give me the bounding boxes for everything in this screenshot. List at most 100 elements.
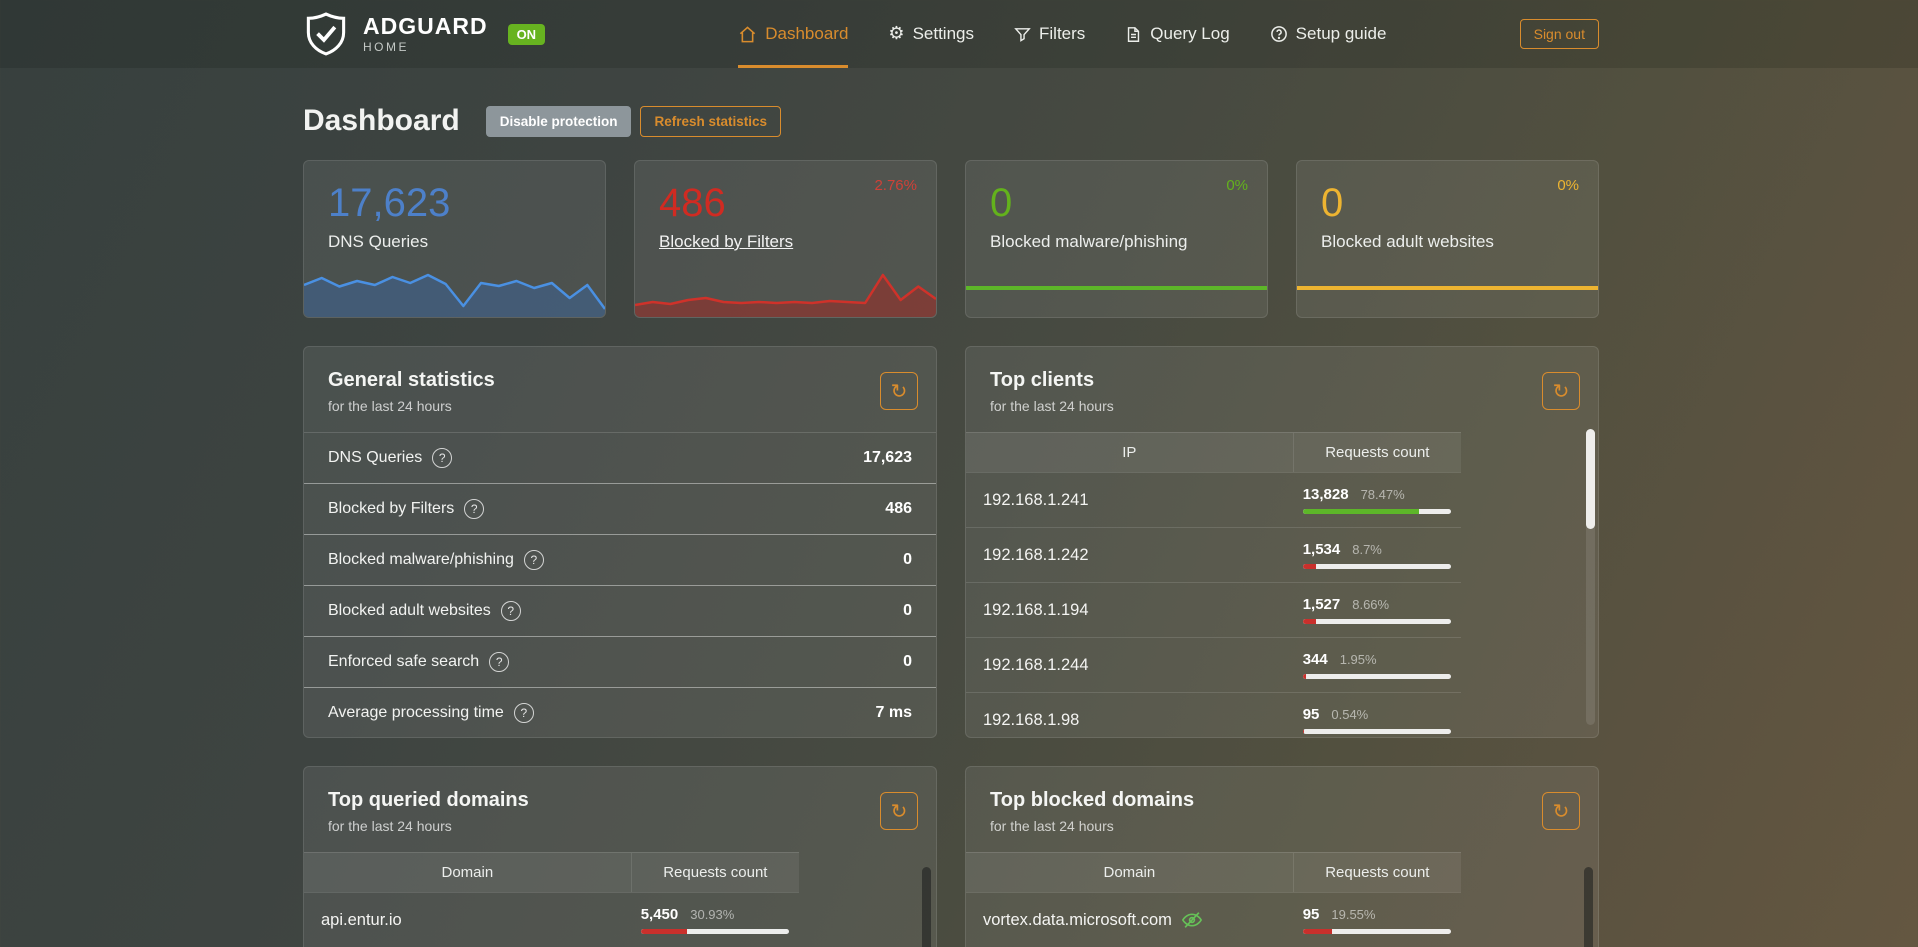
help-icon[interactable]: ? <box>513 703 534 723</box>
sign-out-button[interactable]: Sign out <box>1519 19 1599 49</box>
nav-setup-guide[interactable]: Setup guide <box>1270 0 1386 68</box>
help-icon[interactable]: ? <box>500 601 521 621</box>
disable-protection-button[interactable]: Disable protection <box>485 105 632 137</box>
refresh-statistics-button[interactable]: Refresh statistics <box>640 105 782 137</box>
table-row: 192.168.1.98 95 0.54% <box>966 692 1461 747</box>
table-row: 192.168.1.242 1,534 8.7% <box>966 527 1461 582</box>
nav-label: Filters <box>1039 24 1086 43</box>
stat-label: Average processing time <box>328 704 504 721</box>
scrollbar-thumb[interactable] <box>1584 867 1593 947</box>
nav-label: Settings <box>912 24 974 43</box>
brand-subtitle: HOME <box>363 40 409 54</box>
stat-cards-row: 17,623 DNS Queries 2.76% 486 Blocked by … <box>303 160 1599 318</box>
document-icon <box>1125 26 1142 43</box>
stat-label: DNS Queries <box>328 449 423 466</box>
stat-value: 7 ms <box>875 704 912 721</box>
protection-status-badge: ON <box>507 23 546 45</box>
malware-percent: 0% <box>1226 177 1248 194</box>
blocked-by-filters-card: 2.76% 486 Blocked by Filters <box>634 160 937 318</box>
refresh-button[interactable]: ↻ <box>880 372 918 410</box>
top-queried-domains-panel: Top queried domains for the last 24 hour… <box>303 766 937 947</box>
table-row: api.entur.io 5,450 30.93% <box>304 892 799 947</box>
panel-title: Top blocked domains <box>990 789 1195 811</box>
question-icon <box>1270 25 1288 43</box>
blocked-malware-card: 0% 0 Blocked malware/phishing <box>965 160 1268 318</box>
blocked-malware-flatline <box>966 286 1267 290</box>
requests-count: 1,527 <box>1302 596 1341 613</box>
requests-percent: 78.47% <box>1360 487 1405 502</box>
stat-value: 0 <box>903 602 912 619</box>
stat-label: Enforced safe search <box>328 653 480 670</box>
requests-percent: 8.7% <box>1352 542 1382 557</box>
table-row: 192.168.1.194 1,527 8.66% <box>966 582 1461 637</box>
requests-bar <box>1302 929 1451 934</box>
blocked-adult-label: Blocked adult websites <box>1321 232 1494 251</box>
help-icon[interactable]: ? <box>489 652 510 672</box>
refresh-icon: ↻ <box>1552 799 1570 823</box>
blocked-malware-value: 0 <box>990 181 1013 225</box>
general-statistics-panel: General statistics for the last 24 hours… <box>303 346 937 738</box>
main-nav: Dashboard ⚙ Settings Filters Query Log <box>678 0 1386 68</box>
eye-slash-icon[interactable] <box>1181 909 1203 931</box>
help-icon[interactable]: ? <box>432 448 453 468</box>
stat-label: Blocked adult websites <box>328 602 491 619</box>
dashboard-page: Dashboard Disable protection Refresh sta… <box>303 104 1599 947</box>
gear-icon: ⚙ <box>888 23 905 44</box>
blocked-adult-card: 0% 0 Blocked adult websites <box>1296 160 1599 318</box>
home-icon <box>738 25 757 44</box>
dns-queries-label: DNS Queries <box>328 232 429 251</box>
adguard-shield-logo-icon <box>303 11 349 57</box>
brand-name: ADGUARD <box>363 13 488 39</box>
stat-value: 0 <box>903 551 912 568</box>
requests-count: 1,534 <box>1302 541 1341 558</box>
nav-filters[interactable]: Filters <box>1014 0 1085 68</box>
refresh-icon: ↻ <box>890 379 908 403</box>
scrollbar-thumb[interactable] <box>1586 429 1595 529</box>
requests-percent: 30.93% <box>690 907 735 922</box>
requests-bar <box>1302 729 1451 734</box>
panel-subtitle: for the last 24 hours <box>328 818 452 834</box>
blocked-by-filters-value: 486 <box>659 181 726 225</box>
dns-queries-value: 17,623 <box>328 181 451 225</box>
requests-count: 5,450 <box>640 906 679 923</box>
blocked-by-filters-sparkline <box>635 273 936 317</box>
refresh-icon: ↻ <box>890 799 908 823</box>
stat-row: DNS Queries ? 17,623 <box>304 432 936 483</box>
column-header-requests-count: Requests count <box>1292 433 1461 472</box>
blocked-by-filters-link[interactable]: Blocked by Filters <box>659 232 794 251</box>
client-ip: 192.168.1.242 <box>983 545 1089 564</box>
requests-percent: 8.66% <box>1352 597 1390 612</box>
blocked-adult-value: 0 <box>1321 181 1344 225</box>
general-statistics-list: DNS Queries ? 17,623 Blocked by Filters … <box>304 432 936 738</box>
scrollbar-track <box>1586 429 1595 725</box>
refresh-button[interactable]: ↻ <box>1542 792 1580 830</box>
requests-bar <box>1302 674 1451 679</box>
stat-value: 486 <box>885 500 912 517</box>
requests-percent: 0.54% <box>1331 707 1369 722</box>
help-icon[interactable]: ? <box>523 550 544 570</box>
top-blocked-domains-table: Domain Requests count vortex.data.micros… <box>966 852 1461 947</box>
scrollbar-thumb[interactable] <box>922 867 931 947</box>
requests-percent: 19.55% <box>1331 907 1376 922</box>
refresh-button[interactable]: ↻ <box>880 792 918 830</box>
panel-title: Top clients <box>990 369 1095 391</box>
column-header-requests-count: Requests count <box>630 853 799 892</box>
help-icon[interactable]: ? <box>464 499 485 519</box>
stat-row: Blocked by Filters ? 486 <box>304 483 936 534</box>
stat-row: Average processing time ? 7 ms <box>304 687 936 738</box>
requests-count: 95 <box>1302 906 1320 923</box>
adult-percent: 0% <box>1557 177 1579 194</box>
stat-value: 17,623 <box>863 449 912 466</box>
table-row: 192.168.1.241 13,828 78.47% <box>966 472 1461 527</box>
dns-queries-sparkline <box>304 273 605 317</box>
nav-settings[interactable]: ⚙ Settings <box>888 0 974 68</box>
refresh-button[interactable]: ↻ <box>1542 372 1580 410</box>
nav-dashboard[interactable]: Dashboard <box>738 0 849 68</box>
column-header-domain: Domain <box>1103 864 1156 881</box>
panel-subtitle: for the last 24 hours <box>990 398 1114 414</box>
nav-label: Dashboard <box>765 24 849 43</box>
nav-query-log[interactable]: Query Log <box>1125 0 1230 68</box>
requests-count: 95 <box>1302 706 1320 723</box>
table-row: 192.168.1.244 344 1.95% <box>966 637 1461 692</box>
panel-subtitle: for the last 24 hours <box>990 818 1114 834</box>
